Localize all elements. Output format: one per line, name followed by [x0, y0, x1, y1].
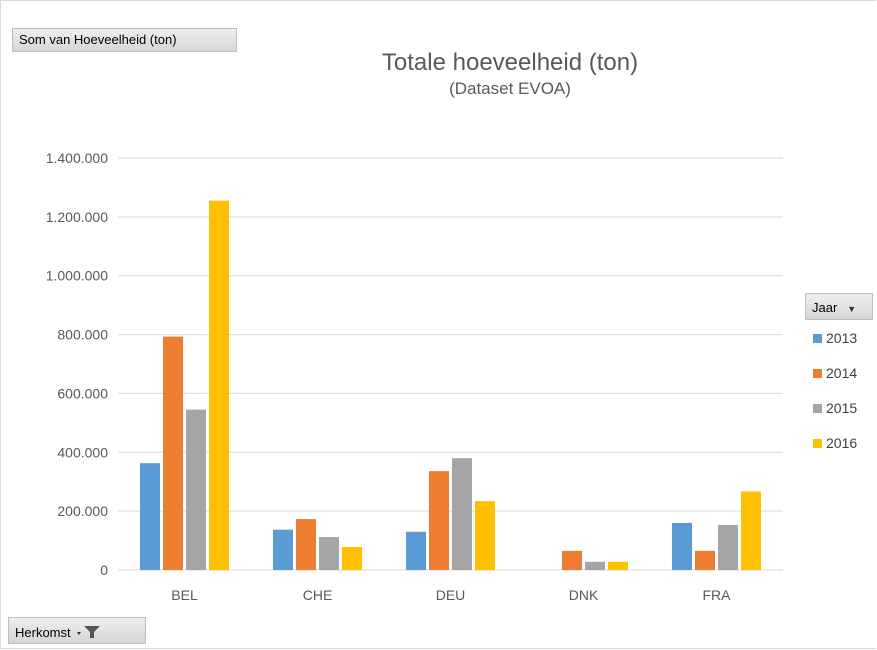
x-tick-label: DEU [436, 587, 466, 603]
bar-bel-2016 [209, 200, 229, 570]
legend-label: 2013 [826, 330, 858, 346]
x-tick-label: FRA [703, 587, 732, 603]
legend-swatch [813, 334, 822, 343]
y-tick-label: 200.000 [57, 503, 108, 519]
x-tick-label: CHE [303, 587, 333, 603]
y-tick-label: 1.400.000 [46, 150, 108, 166]
bar-fra-2015 [718, 524, 738, 570]
chart-title: Totale hoeveelheid (ton) [381, 49, 639, 76]
bar-che-2013 [273, 529, 293, 570]
chart-subtitle: (Dataset EVOA) [449, 79, 571, 98]
legend-swatch [813, 369, 822, 378]
y-tick-label: 400.000 [57, 444, 108, 460]
bar-che-2016 [342, 547, 362, 570]
y-tick-label: 800.000 [57, 327, 108, 343]
legend-label: 2014 [826, 365, 858, 381]
y-tick-label: 600.000 [57, 385, 108, 401]
axis-field-button[interactable]: Herkomst [8, 617, 146, 644]
bar-deu-2013 [406, 531, 426, 570]
axis-field-label: Herkomst [15, 625, 71, 640]
x-tick-label: DNK [569, 587, 599, 603]
filter-icon [76, 624, 102, 643]
y-tick-label: 1.200.000 [46, 209, 108, 225]
legend-field-button[interactable]: Jaar ▼ [805, 293, 873, 320]
bar-bel-2013 [140, 463, 160, 570]
bar-fra-2013 [672, 522, 692, 570]
legend-item[interactable]: 2013 [813, 330, 857, 346]
dropdown-arrow-icon: ▼ [847, 304, 857, 314]
legend-label: 2015 [826, 400, 858, 416]
bar-dnk-2014 [562, 550, 582, 570]
bar-deu-2015 [452, 458, 472, 570]
legend-item[interactable]: 2016 [813, 435, 857, 451]
bar-fra-2016 [741, 491, 761, 570]
bar-fra-2014 [695, 550, 715, 570]
bar-dnk-2015 [585, 561, 605, 570]
bar-che-2014 [296, 519, 316, 570]
y-tick-label: 1.000.000 [46, 268, 108, 284]
legend-swatch [813, 404, 822, 413]
legend-swatch [813, 439, 822, 448]
bar-deu-2014 [429, 471, 449, 570]
legend-field-label: Jaar [812, 300, 838, 315]
bar-bel-2015 [186, 409, 206, 570]
value-field-button[interactable]: Som van Hoeveelheid (ton) [12, 28, 237, 52]
x-tick-label: BEL [171, 587, 198, 603]
legend-item[interactable]: 2014 [813, 365, 857, 381]
bar-bel-2014 [163, 336, 183, 570]
legend-label: 2016 [826, 435, 858, 451]
value-field-label: Som van Hoeveelheid (ton) [19, 32, 177, 47]
legend-item[interactable]: 2015 [813, 400, 857, 416]
bar-deu-2016 [475, 501, 495, 570]
bar-che-2015 [319, 537, 339, 570]
y-tick-label: 0 [100, 562, 108, 578]
bar-dnk-2016 [608, 561, 628, 570]
